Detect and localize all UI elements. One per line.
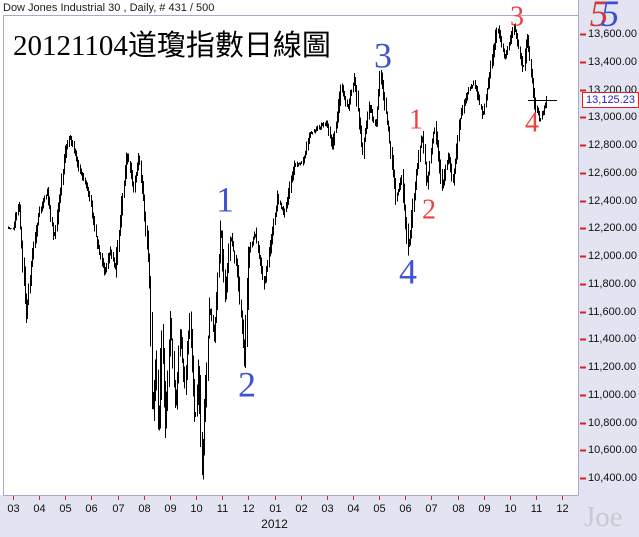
month-axis-label: 09	[164, 503, 177, 515]
year-label: 2012	[261, 517, 288, 531]
price-axis-label: 10,400.00	[588, 472, 637, 484]
month-axis-label: 07	[112, 503, 125, 515]
month-axis-label: 05	[373, 503, 386, 515]
month-axis-label: 10	[504, 503, 517, 515]
price-axis-label: 12,200.00	[588, 222, 637, 234]
month-axis-label: 03	[7, 503, 20, 515]
instrument-header: Dow Jones Industrial 30 , Daily, # 431 /…	[3, 2, 215, 14]
month-axis-label: 01	[269, 503, 282, 515]
month-axis-label: 07	[425, 503, 438, 515]
daily-price-bars	[8, 23, 547, 480]
chart-title: 20121104道瓊指數日線圖	[13, 30, 331, 62]
month-axis-label: 04	[347, 503, 360, 515]
price-axis-label: 11,000.00	[588, 389, 637, 401]
price-axis-label: 12,000.00	[588, 250, 637, 262]
month-axis-label: 06	[399, 503, 412, 515]
last-price-badge: 13,125.23	[582, 92, 639, 109]
wave-label-red-3: 3	[510, 1, 524, 33]
watermark-signature: Joe	[584, 501, 623, 533]
wave-label-five-0: 5	[589, 0, 609, 35]
wave-label-red-4: 4	[525, 107, 539, 139]
month-axis-label: 08	[138, 503, 151, 515]
month-axis-label: 03	[321, 503, 334, 515]
month-axis-label: 09	[478, 503, 491, 515]
month-axis-label: 10	[190, 503, 203, 515]
month-axis-label: 08	[452, 503, 465, 515]
month-axis-label: 06	[85, 503, 98, 515]
price-axis-label: 11,800.00	[588, 278, 637, 290]
price-axis-label: 11,600.00	[588, 306, 637, 318]
month-axis-label: 05	[59, 503, 72, 515]
month-axis-label: 04	[33, 503, 46, 515]
chart-plot-area[interactable]	[0, 0, 578, 495]
last-price-value: 13,125.23	[586, 94, 635, 107]
month-axis-label: 12	[242, 503, 255, 515]
wave-label-red-1: 1	[409, 104, 423, 136]
month-axis-label: 11	[216, 503, 229, 515]
price-axis-label: 11,200.00	[588, 361, 637, 373]
price-axis-label: 11,400.00	[588, 333, 637, 345]
month-axis-label: 11	[530, 503, 543, 515]
wave-label-blue-4: 4	[399, 251, 417, 292]
wave-label-blue-2: 2	[238, 364, 256, 405]
price-axis-label: 12,400.00	[588, 195, 637, 207]
price-axis-label: 13,000.00	[588, 111, 637, 123]
price-axis-label: 10,600.00	[588, 444, 637, 456]
month-axis-label: 02	[295, 503, 308, 515]
month-axis-label: 12	[556, 503, 569, 515]
wave-label-blue-3: 3	[374, 35, 392, 76]
price-axis-label: 12,800.00	[588, 139, 637, 151]
price-axis-label: 13,400.00	[588, 56, 637, 68]
wave-label-red-2: 2	[422, 194, 436, 226]
wave-label-blue-1: 1	[216, 179, 234, 220]
wave-label-five-1: 5	[600, 0, 620, 35]
price-axis-label: 12,600.00	[588, 167, 637, 179]
price-axis-label: 10,800.00	[588, 417, 637, 429]
price-axis-label: 13,600.00	[588, 28, 637, 40]
